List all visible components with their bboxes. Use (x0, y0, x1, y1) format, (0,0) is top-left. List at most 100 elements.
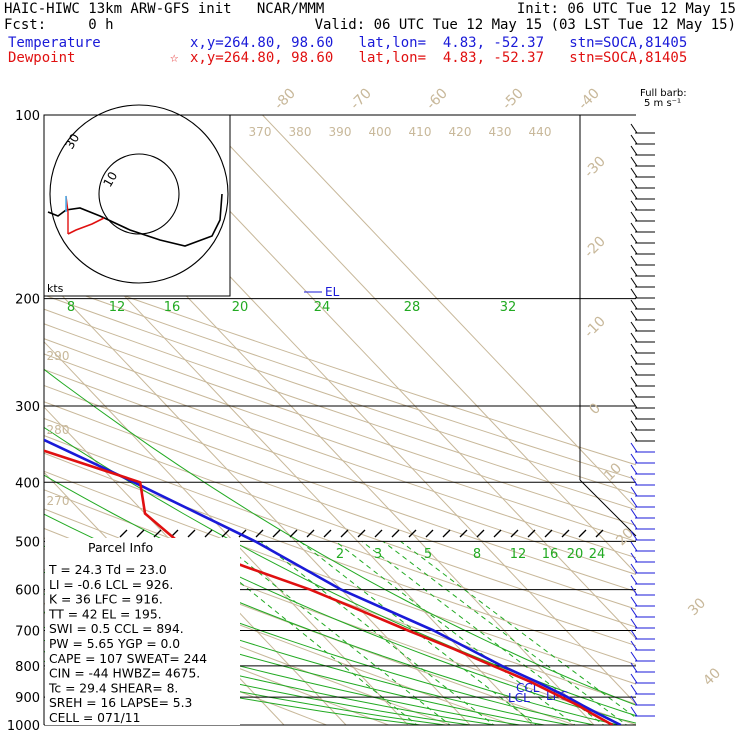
theta-label: 420 (449, 125, 472, 139)
hatch-mark (238, 529, 247, 538)
mixing-ratio-line (335, 541, 576, 725)
temperature-tick-right: -10 (581, 313, 608, 340)
hatch-mark (595, 529, 604, 538)
dewpoint-profile-line (44, 449, 614, 725)
hodograph-ring-inner (98, 153, 180, 235)
wind-barb (630, 277, 638, 288)
parcel-info-row: K = 36 LFC = 916. (49, 593, 163, 607)
pressure-tick-label: 300 (15, 400, 40, 415)
hatch-mark (578, 529, 587, 538)
temperature-tick-top: -50 (499, 85, 526, 112)
wind-barb (630, 178, 638, 189)
temperature-tick-right: 40 (700, 665, 724, 689)
theta-label: 400 (369, 125, 392, 139)
parcel-annotation-ccl: CCL (516, 681, 540, 695)
wind-barb (630, 486, 638, 497)
theta-label: 390 (329, 125, 352, 139)
parcel-info-row: CAPE = 107 SWEAT= 244 (49, 652, 207, 666)
legend-temperature-label: Temperature (8, 35, 101, 51)
hatch-mark (391, 529, 400, 538)
wind-barb (630, 145, 638, 156)
temperature-tick-right: -30 (581, 153, 608, 180)
hatch-mark (408, 529, 417, 538)
pressure-tick-label: 100 (15, 109, 40, 124)
hatch-mark (510, 529, 519, 538)
wind-barb (630, 321, 638, 332)
legend-temperature-info: x,y=264.80, 98.60 lat,lon= 4.83, -52.37 … (190, 35, 688, 51)
hatch-mark (323, 529, 332, 538)
dry-adiabat-line (44, 308, 636, 511)
forecast-hour: Fcst: 0 h (4, 17, 114, 33)
mixing-ratio-label-upper: 24 (314, 300, 331, 315)
hatch-mark (493, 529, 502, 538)
mixing-ratio-label-lower: 3 (374, 547, 382, 562)
wind-barb (630, 596, 638, 607)
parcel-info-title: Parcel Info (88, 540, 153, 555)
parcel-info-row: T = 24.3 Td = 23.0 (48, 563, 167, 577)
wind-barb (630, 607, 638, 618)
temperature-tick-right: 10 (601, 460, 625, 484)
hatch-mark (357, 529, 366, 538)
dry-adiabat-line (44, 435, 636, 647)
theta-label: 440 (529, 125, 552, 139)
wind-barb (630, 288, 638, 299)
wind-barb (630, 354, 638, 365)
isotherm-line (262, 115, 636, 509)
wind-barb (630, 387, 638, 398)
temperature-tick-top: -40 (575, 85, 602, 112)
parcel-info-row: CELL = 071/11 (49, 711, 140, 725)
wind-barb-label: Full barb: (640, 88, 687, 99)
mixing-ratio-line (189, 541, 418, 725)
pressure-tick-label: 1000 (7, 719, 40, 734)
dry-adiabat-line (44, 280, 636, 481)
hatch-mark (136, 529, 145, 538)
wind-barb (630, 629, 638, 640)
wind-barb (630, 464, 638, 475)
parcel-info-row: CIN = -44 HWBZ= 4675. (49, 667, 200, 681)
isotherm-line (0, 115, 48, 738)
wind-barb (630, 574, 638, 585)
wind-barb (630, 255, 638, 266)
temperature-tick-top: -70 (347, 85, 374, 112)
hatch-mark (544, 529, 553, 538)
pressure-tick-label: 500 (15, 535, 40, 550)
wind-barb (630, 541, 638, 552)
wind-barb (630, 651, 638, 662)
mixing-ratio-label-upper: 28 (404, 300, 421, 315)
wind-barb (630, 266, 638, 277)
pressure-tick-label: 900 (15, 691, 40, 706)
wind-barb (630, 706, 638, 717)
wind-barb (630, 409, 638, 420)
theta-label-left: 290 (47, 349, 70, 363)
theta-label: 380 (289, 125, 312, 139)
isotherm-line (44, 341, 409, 725)
dry-adiabat-line (44, 590, 390, 725)
valid-time: Valid: 06 UTC Tue 12 May 15 (03 LST Tue … (314, 17, 736, 33)
parcel-info-box (45, 538, 240, 725)
dry-adiabat-line (44, 338, 636, 542)
dry-adiabat-line (44, 384, 636, 593)
wind-barb (630, 431, 638, 442)
wind-barb (630, 519, 638, 530)
legend-dewpoint-info: x,y=264.80, 98.60 lat,lon= 4.83, -52.37 … (190, 50, 688, 66)
hatch-mark (255, 529, 264, 538)
hatch-mark (187, 529, 196, 538)
wind-barb (630, 310, 638, 321)
hatch-mark (204, 529, 213, 538)
mixing-ratio-label-lower: 20 (567, 547, 584, 562)
hodograph-ring-label-inner: 10 (100, 169, 120, 189)
dry-adiabat-line (44, 266, 636, 466)
wind-barb (630, 376, 638, 387)
temperature-tick-top: -60 (423, 85, 450, 112)
wind-barb (630, 365, 638, 376)
hodograph-ring-label-outer: 30 (62, 131, 82, 151)
dry-adiabat-line (44, 294, 636, 495)
hatch-mark (119, 529, 128, 538)
hodograph-units: kts (47, 282, 64, 295)
dry-adiabat-line (44, 470, 636, 685)
isotherm-line (76, 115, 636, 705)
wind-barb (630, 167, 638, 178)
mixing-ratio-label-upper: 20 (232, 300, 249, 315)
wind-barb (630, 200, 638, 211)
mixing-ratio-label-upper: 12 (109, 300, 126, 315)
